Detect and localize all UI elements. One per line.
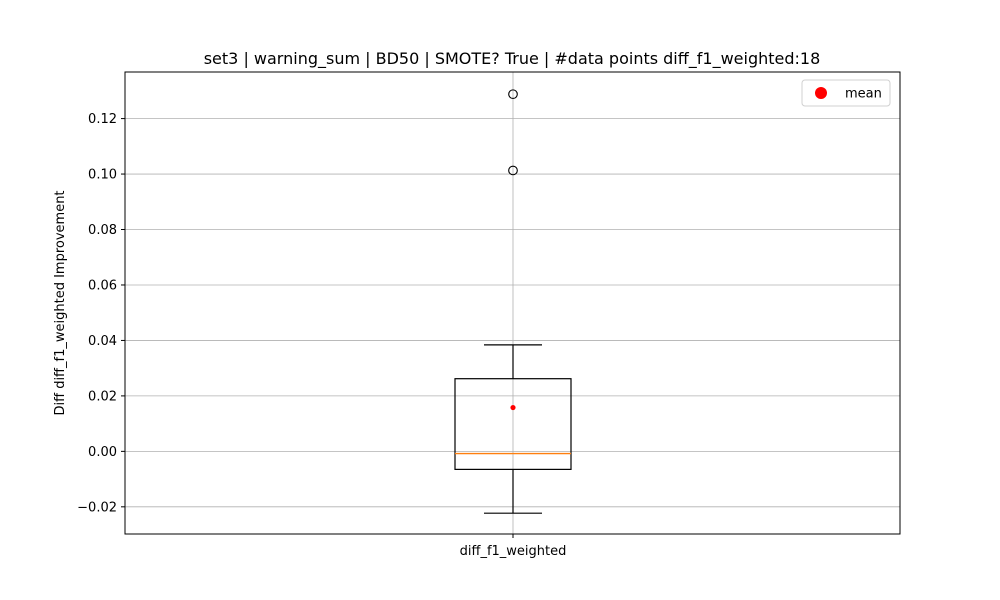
y-tick-label: −0.02 — [77, 500, 117, 515]
y-tick-label: 0.12 — [88, 112, 117, 127]
y-tick-label: 0.04 — [88, 334, 117, 349]
y-axis: −0.02 0.00 0.02 0.04 0.06 0.08 0.10 0.12 — [77, 112, 125, 515]
y-tick-label: 0.10 — [88, 168, 117, 183]
y-tick-label: 0.08 — [88, 223, 117, 238]
chart-title: set3 | warning_sum | BD50 | SMOTE? True … — [204, 49, 821, 69]
x-tick-label: diff_f1_weighted — [460, 544, 567, 559]
y-tick-label: 0.00 — [88, 445, 117, 460]
outlier-point — [508, 89, 518, 100]
grid-lines — [125, 72, 900, 534]
y-axis-label: Diff diff_f1_weighted Improvement — [53, 190, 68, 415]
plot-area — [454, 89, 572, 514]
mean-marker — [510, 404, 516, 411]
y-tick-label: 0.06 — [88, 278, 117, 293]
x-axis: diff_f1_weighted — [460, 534, 567, 559]
legend: mean — [801, 79, 891, 107]
y-tick-label: 0.02 — [88, 389, 117, 404]
legend-box — [801, 79, 891, 107]
legend-mean-marker — [815, 87, 827, 99]
interquartile-box — [454, 378, 572, 470]
outlier-point — [508, 165, 518, 176]
plot-frame — [124, 71, 901, 535]
legend-label: mean — [845, 87, 882, 102]
